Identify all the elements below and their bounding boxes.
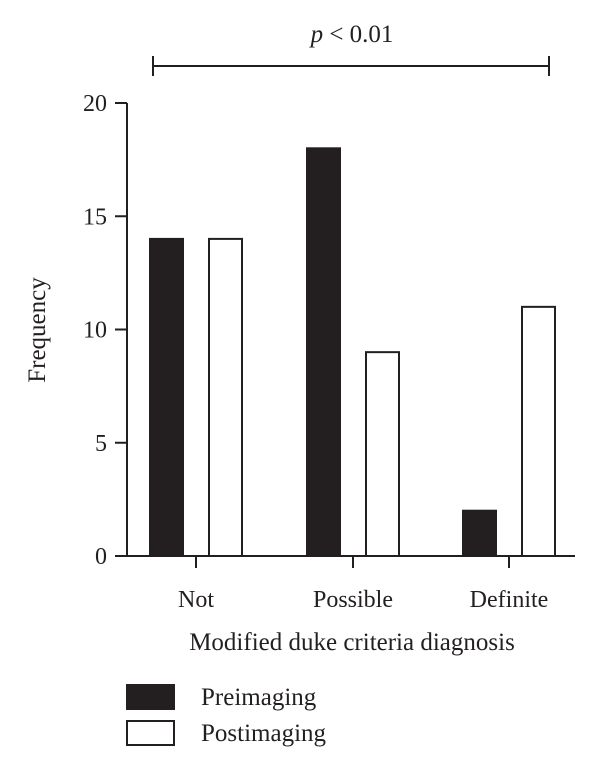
x-tick-label: Definite	[470, 587, 549, 613]
bar-postimaging-not	[208, 237, 243, 557]
bars	[149, 147, 556, 558]
significance-bracket	[152, 56, 550, 76]
x-axis: Not Possible Definite	[127, 555, 575, 613]
x-tick-label: Possible	[313, 587, 393, 613]
y-tick-label: 10	[83, 318, 107, 344]
bar-postimaging-definite	[521, 305, 556, 557]
legend-label-postimaging: Postimaging	[201, 720, 327, 747]
y-tick-label: 20	[83, 91, 107, 117]
significance-annotation: p < 0.01	[152, 21, 550, 76]
x-tick-label: Not	[178, 587, 214, 613]
bar-postimaging-possible	[365, 351, 400, 557]
legend-swatch-preimaging	[126, 684, 175, 710]
legend-label-preimaging: Preimaging	[201, 684, 317, 711]
y-tick-label: 15	[83, 204, 107, 230]
p-value-label: p < 0.01	[309, 21, 394, 48]
x-axis-title: Modified duke criteria diagnosis	[189, 629, 515, 656]
y-axis: 0 5 10 15 20	[83, 91, 128, 570]
y-axis-title: Frequency	[24, 277, 51, 383]
bar-preimaging-possible	[306, 147, 341, 558]
bar-preimaging-not	[149, 237, 184, 557]
p-value: < 0.01	[323, 21, 393, 48]
legend: Preimaging Postimaging	[126, 684, 327, 747]
y-tick-label: 5	[95, 431, 107, 457]
p-symbol: p	[309, 21, 324, 48]
bar-preimaging-definite	[462, 509, 497, 558]
y-tick-label: 0	[95, 544, 107, 570]
legend-swatch-postimaging	[126, 720, 175, 746]
